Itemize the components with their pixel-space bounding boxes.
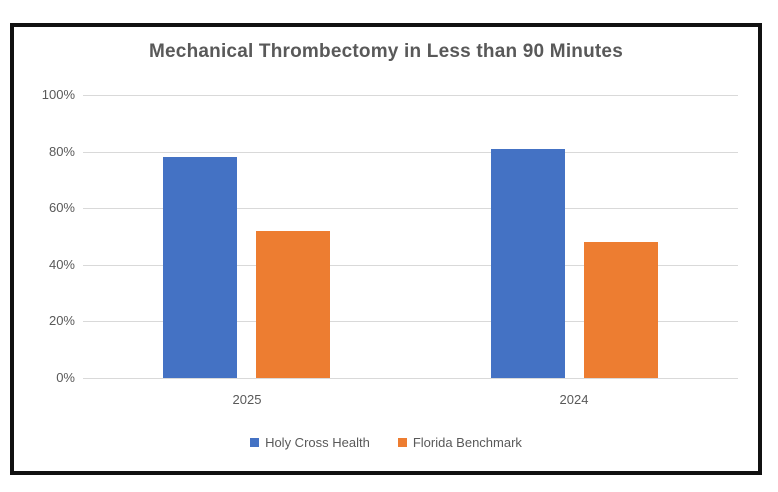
y-axis-tick-label: 20% xyxy=(48,313,75,328)
gridline xyxy=(83,265,738,266)
bar-florida-benchmark-2025 xyxy=(256,231,330,378)
y-axis-tick-label: 100% xyxy=(41,87,75,102)
chart-frame: Mechanical Thrombectomy in Less than 90 … xyxy=(10,23,762,475)
legend: Holy Cross Health Florida Benchmark xyxy=(14,435,758,450)
legend-label: Florida Benchmark xyxy=(412,435,522,450)
y-axis-tick-label: 80% xyxy=(48,144,75,159)
legend-swatch-icon xyxy=(397,438,407,447)
y-axis-tick-label: 0% xyxy=(56,370,75,385)
legend-label: Holy Cross Health xyxy=(265,435,370,450)
gridline xyxy=(83,378,738,379)
legend-item: Holy Cross Health xyxy=(250,435,370,450)
legend-item: Florida Benchmark xyxy=(397,435,522,450)
gridline xyxy=(83,95,738,96)
gridline xyxy=(83,152,738,153)
legend-swatch-icon xyxy=(250,438,260,447)
x-axis-category-label: 2025 xyxy=(232,392,262,407)
y-axis-tick-label: 40% xyxy=(48,257,75,272)
bar-holy-cross-health-2025 xyxy=(163,157,237,378)
gridline xyxy=(83,208,738,209)
x-axis-category-label: 2024 xyxy=(559,392,589,407)
chart-title: Mechanical Thrombectomy in Less than 90 … xyxy=(149,41,623,62)
plot-area: 0% 20% 40% 60% 80% 100% 2025 2024 xyxy=(42,87,738,407)
gridline xyxy=(83,321,738,322)
bar-holy-cross-health-2024 xyxy=(491,149,565,378)
bar-florida-benchmark-2024 xyxy=(584,242,658,378)
y-axis-tick-label: 60% xyxy=(48,200,75,215)
